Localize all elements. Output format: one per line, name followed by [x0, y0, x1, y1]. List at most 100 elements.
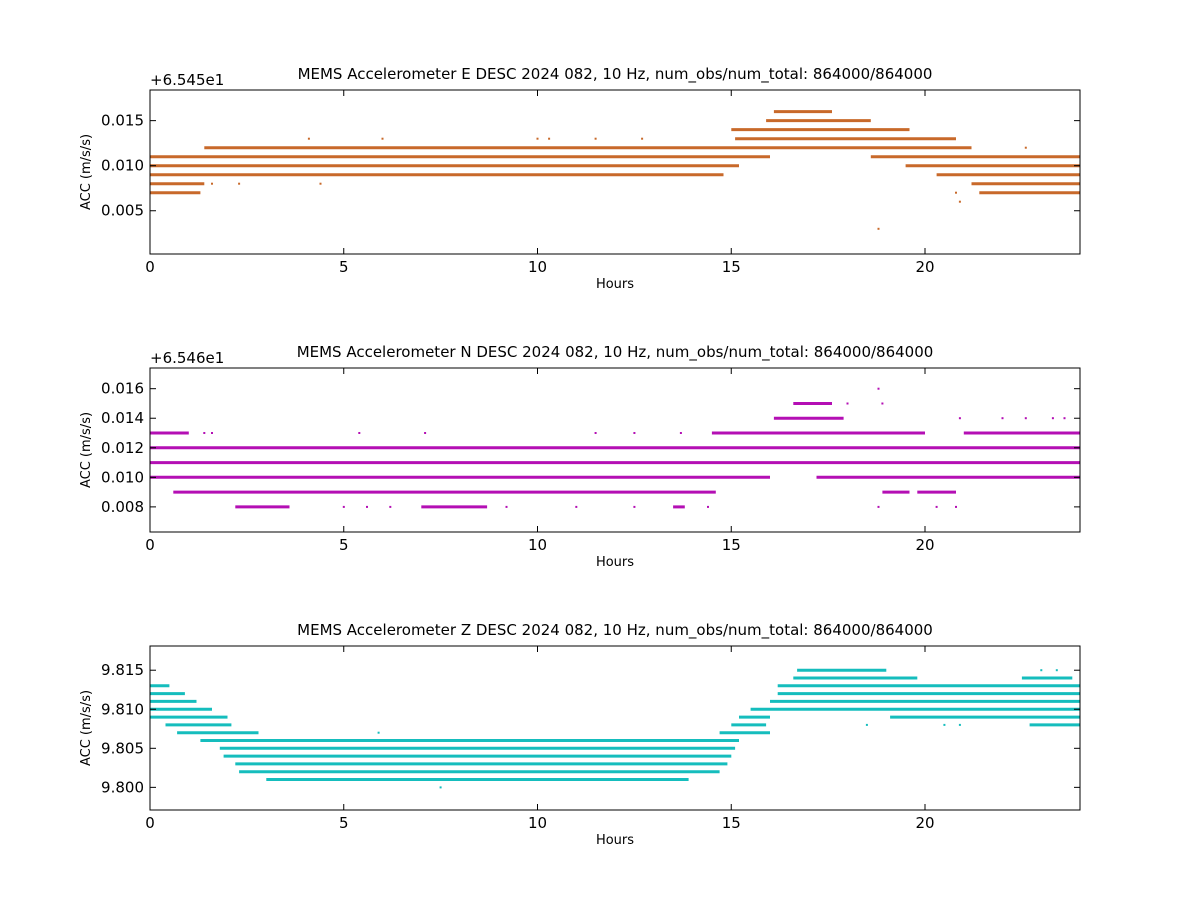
y-tick-label: 9.800: [101, 778, 144, 796]
data-point: [877, 387, 880, 390]
x-tick-label: 5: [339, 258, 349, 276]
y-axis-label: ACC (m/s/s): [79, 690, 94, 766]
x-tick-label: 10: [528, 814, 547, 832]
panel-n: MEMS Accelerometer N DESC 2024 082, 10 H…: [79, 343, 1081, 570]
x-axis-label: Hours: [596, 277, 634, 292]
y-axis-label: ACC (m/s/s): [79, 134, 94, 210]
data-point: [1040, 669, 1043, 672]
axis-ticks: 0 5 10 15 20 0.008 0.010 0.012 0.014 0.016: [101, 368, 1080, 554]
data-marks: [150, 387, 1080, 509]
y-tick-label: 0.015: [101, 112, 144, 130]
data-point: [846, 402, 849, 405]
data-point: [203, 432, 206, 434]
y-tick-label: 0.014: [101, 409, 144, 427]
x-tick-label: 0: [145, 814, 155, 832]
y-tick-label: 0.010: [101, 468, 144, 486]
data-point: [877, 505, 880, 508]
data-point: [679, 432, 682, 434]
panel-title: MEMS Accelerometer Z DESC 2024 082, 10 H…: [297, 621, 933, 640]
data-point: [1063, 417, 1066, 420]
x-tick-label: 0: [145, 536, 155, 554]
data-point: [1051, 417, 1054, 420]
data-point: [943, 723, 946, 726]
x-tick-label: 20: [915, 814, 934, 832]
axis-ticks: 0 5 10 15 20 9.800 9.805 9.810 9.815: [101, 646, 1080, 832]
data-point: [575, 505, 578, 508]
data-point: [505, 505, 508, 508]
x-tick-label: 20: [915, 536, 934, 554]
plot-frame: [149, 367, 1081, 533]
data-point: [307, 137, 310, 140]
data-point: [381, 137, 384, 140]
data-point: [819, 110, 822, 113]
plot-frame: [149, 645, 1081, 811]
x-tick-label: 10: [528, 258, 547, 276]
y-tick-label: 0.005: [101, 202, 144, 220]
data-point: [548, 137, 551, 140]
data-point: [536, 137, 539, 140]
data-point: [1001, 417, 1004, 420]
y-tick-label: 0.012: [101, 439, 144, 457]
offset-text: +6.546e1: [150, 349, 224, 367]
data-point: [633, 505, 636, 508]
x-axis-label: Hours: [596, 833, 634, 848]
plot-frame: [149, 89, 1081, 255]
data-point: [1024, 146, 1027, 149]
x-tick-label: 5: [339, 536, 349, 554]
x-tick-label: 5: [339, 814, 349, 832]
data-point: [342, 505, 345, 508]
data-point: [319, 182, 322, 185]
data-point: [1024, 417, 1027, 420]
data-point: [238, 182, 241, 185]
data-point: [958, 417, 961, 420]
y-axis-label: ACC (m/s/s): [79, 412, 94, 488]
y-tick-label: 0.016: [101, 380, 144, 398]
x-tick-label: 10: [528, 536, 547, 554]
x-tick-label: 15: [722, 814, 741, 832]
data-point: [424, 432, 427, 434]
data-point: [594, 432, 597, 434]
data-point: [641, 137, 644, 140]
data-point: [788, 110, 791, 113]
data-point: [881, 402, 884, 405]
data-point: [707, 505, 709, 508]
y-tick-label: 0.010: [101, 157, 144, 175]
data-point: [594, 137, 597, 140]
data-point: [211, 432, 213, 434]
panel-title: MEMS Accelerometer N DESC 2024 082, 10 H…: [297, 343, 934, 362]
x-tick-label: 15: [722, 536, 741, 554]
axis-ticks: 0 5 10 15 20 0.005 0.010 0.015: [101, 90, 1080, 276]
data-point: [986, 684, 988, 687]
y-tick-label: 9.810: [101, 700, 144, 718]
y-tick-label: 9.805: [101, 739, 144, 757]
panel-title: MEMS Accelerometer E DESC 2024 082, 10 H…: [298, 65, 933, 84]
x-tick-label: 15: [722, 258, 741, 276]
data-point: [865, 723, 868, 726]
data-point: [958, 200, 961, 203]
data-marks: [150, 668, 1080, 789]
data-point: [1001, 684, 1004, 687]
x-tick-label: 0: [145, 258, 155, 276]
data-point: [377, 731, 380, 734]
data-point: [935, 505, 938, 508]
panel-e: MEMS Accelerometer E DESC 2024 082, 10 H…: [79, 65, 1081, 292]
data-point: [958, 723, 961, 726]
offset-text: +6.545e1: [150, 71, 224, 89]
data-point: [877, 227, 880, 230]
x-tick-label: 20: [915, 258, 934, 276]
data-marks: [150, 110, 1080, 230]
y-tick-label: 0.008: [101, 498, 144, 516]
x-axis-label: Hours: [596, 555, 634, 570]
panel-z: MEMS Accelerometer Z DESC 2024 082, 10 H…: [79, 621, 1081, 848]
data-point: [955, 505, 957, 508]
data-point: [211, 182, 213, 185]
data-point: [955, 191, 957, 194]
data-point: [366, 505, 368, 508]
data-point: [389, 505, 392, 508]
data-point: [439, 786, 442, 789]
data-point: [1055, 669, 1058, 672]
data-point: [633, 432, 636, 434]
data-point: [358, 432, 361, 434]
